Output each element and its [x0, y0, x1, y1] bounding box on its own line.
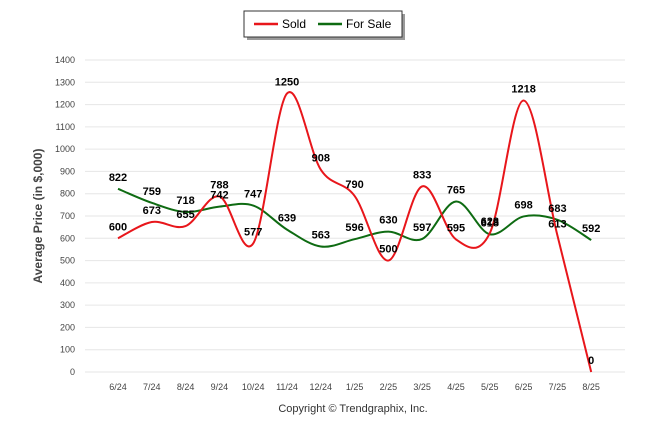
x-tick-label: 5/25 [481, 382, 499, 392]
x-axis-ticks: 6/24 7/24 8/24 9/24 10/24 11/24 12/24 1/25 2/25 3… [109, 382, 600, 392]
data-label-sold: 908 [312, 153, 330, 165]
y-tick-label: 1200 [55, 100, 75, 110]
x-tick-label: 8/24 [177, 382, 195, 392]
y-tick-label: 1300 [55, 77, 75, 87]
data-label-sold: 600 [109, 221, 127, 233]
data-label-sold: 0 [588, 355, 594, 367]
data-label-sold: 1250 [275, 76, 299, 88]
data-label-sold: 500 [379, 244, 397, 256]
y-tick-label: 200 [60, 322, 75, 332]
data-label-for-sale: 718 [176, 195, 194, 207]
data-label-sold: 577 [244, 226, 262, 238]
data-label-sold: 613 [548, 218, 566, 230]
y-tick-label: 600 [60, 233, 75, 243]
data-label-for-sale: 747 [244, 189, 262, 201]
y-tick-label: 900 [60, 166, 75, 176]
y-tick-label: 0 [70, 367, 75, 377]
data-label-for-sale: 742 [210, 190, 228, 202]
data-label-for-sale: 765 [447, 185, 465, 197]
y-axis-ticks: 0 100 200 300 400 500 600 700 800 900 1000 1100 1200… [55, 55, 75, 377]
x-tick-label: 2/25 [380, 382, 398, 392]
x-tick-label: 7/24 [143, 382, 161, 392]
legend: Sold For Sale [243, 10, 405, 40]
x-tick-label: 11/24 [276, 382, 298, 392]
x-tick-label: 7/25 [549, 382, 567, 392]
x-tick-label: 1/25 [346, 382, 364, 392]
y-tick-label: 1100 [56, 122, 75, 132]
x-tick-label: 4/25 [447, 382, 465, 392]
y-tick-label: 1400 [55, 55, 75, 65]
data-label-for-sale: 630 [379, 215, 397, 227]
data-label-for-sale: 683 [548, 203, 566, 215]
data-label-for-sale: 597 [413, 222, 431, 234]
y-tick-label: 300 [60, 300, 75, 310]
x-tick-label: 12/24 [310, 382, 333, 392]
x-tick-label: 9/24 [211, 382, 229, 392]
data-labels: 600 673 655 788 577 1250 908 790 500 833 595 623 121… [109, 76, 601, 367]
y-tick-label: 700 [60, 211, 75, 221]
legend-label-sold: Sold [282, 17, 306, 31]
data-label-sold: 790 [345, 179, 363, 191]
x-tick-label: 6/24 [109, 382, 127, 392]
data-label-sold: 788 [210, 179, 228, 191]
y-tick-label: 500 [60, 256, 75, 266]
data-label-for-sale: 563 [312, 230, 330, 242]
series-line-for-sale [117, 187, 592, 248]
legend-label-for-sale: For Sale [346, 17, 392, 31]
series-line-sold [117, 91, 593, 373]
data-label-for-sale: 698 [514, 199, 532, 211]
series-lines [117, 91, 593, 373]
y-axis-label: Average Price (in $,000) [31, 149, 45, 284]
y-tick-label: 400 [60, 278, 75, 288]
gridlines [85, 59, 625, 373]
x-tick-label: 3/25 [413, 382, 431, 392]
x-tick-label: 6/25 [515, 382, 533, 392]
data-label-sold: 673 [143, 205, 161, 217]
data-label-for-sale: 596 [345, 222, 363, 234]
data-label-sold: 833 [413, 169, 431, 181]
x-tick-label: 10/24 [242, 382, 265, 392]
x-tick-label: 8/25 [582, 382, 600, 392]
y-tick-label: 1000 [55, 144, 75, 154]
data-label-sold: 655 [176, 209, 194, 221]
copyright-text: Copyright © Trendgraphix, Inc. [278, 403, 427, 415]
data-label-for-sale: 592 [582, 223, 600, 235]
data-label-sold: 1218 [511, 84, 535, 96]
data-label-sold: 623 [481, 216, 499, 228]
data-label-for-sale: 639 [278, 213, 296, 225]
y-tick-label: 800 [60, 189, 75, 199]
y-tick-label: 100 [60, 345, 75, 355]
data-label-for-sale: 759 [143, 186, 161, 198]
data-label-sold: 595 [447, 222, 465, 234]
data-label-for-sale: 618 [481, 217, 499, 229]
data-label-for-sale: 822 [109, 172, 127, 184]
